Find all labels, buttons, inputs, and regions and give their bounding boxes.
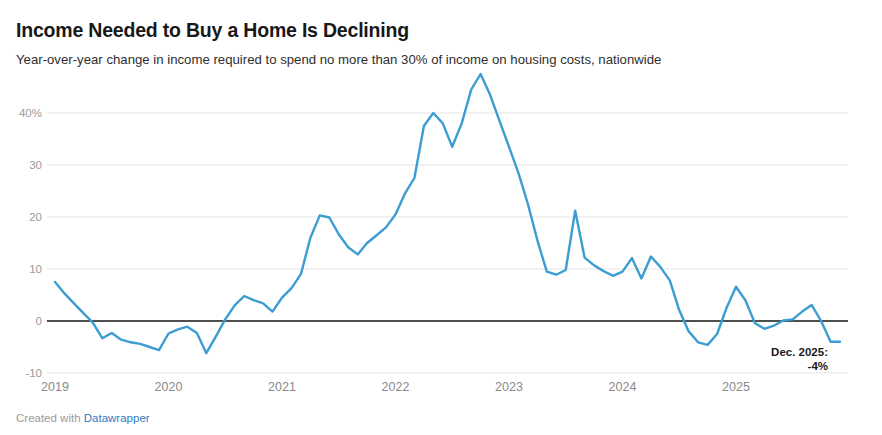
x-axis-year-label: 2020 xyxy=(155,380,183,394)
y-axis-tick-label: 10 xyxy=(29,263,42,275)
y-axis-tick-label: 0 xyxy=(36,315,42,327)
last-point-annotation-value: -4% xyxy=(808,360,828,372)
last-point-annotation-label: Dec. 2025: xyxy=(771,346,828,358)
line-chart: 40% 30 20 10 0 -102019 2020 2021 2022 2023 2024 202… xyxy=(0,0,882,435)
x-axis-year-label: 2023 xyxy=(495,380,523,394)
attribution-text: Created with xyxy=(16,412,81,424)
x-axis-year-label: 2022 xyxy=(382,380,410,394)
income-change-line-series xyxy=(55,74,840,353)
attribution: Created with Datawrapper xyxy=(16,412,150,424)
y-axis-tick-label: -10 xyxy=(25,367,42,379)
datawrapper-link[interactable]: Datawrapper xyxy=(84,412,150,424)
x-axis-year-label: 2025 xyxy=(722,380,750,394)
y-axis-tick-label: 30 xyxy=(29,159,42,171)
x-axis-year-label: 2019 xyxy=(41,380,69,394)
y-axis-tick-label: 20 xyxy=(29,211,42,223)
x-axis-year-label: 2024 xyxy=(609,380,637,394)
x-axis-year-label: 2021 xyxy=(268,380,296,394)
y-axis-tick-label: 40% xyxy=(19,107,42,119)
